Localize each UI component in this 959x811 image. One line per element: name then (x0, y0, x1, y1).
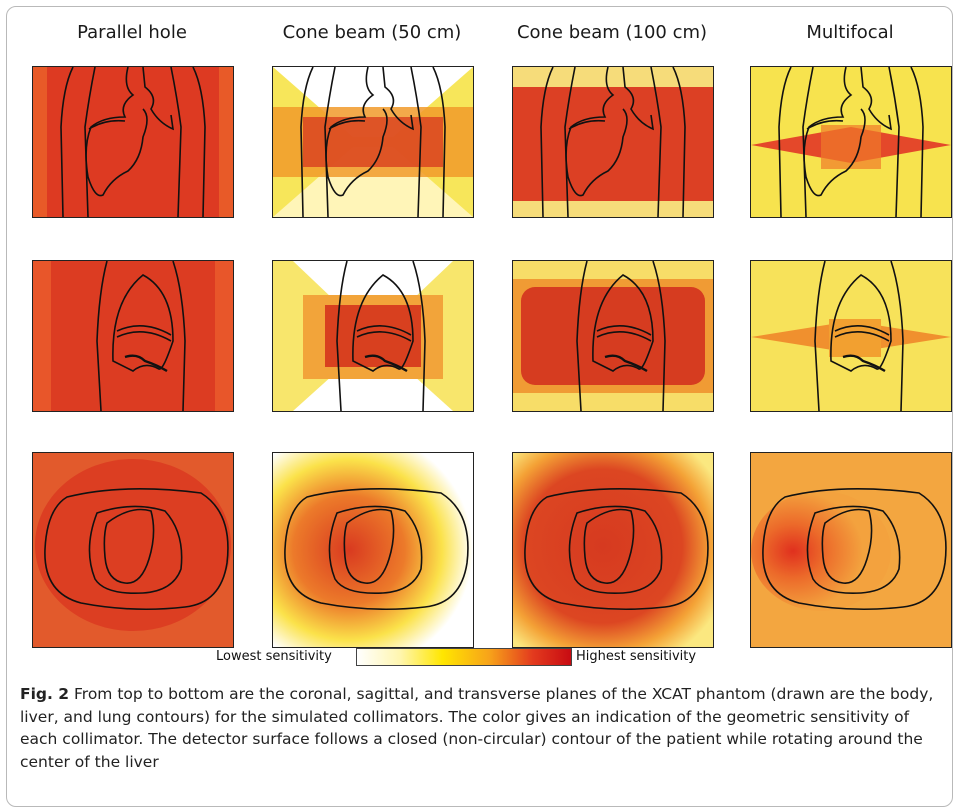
figure-caption: Fig. 2 From top to bottom are the corona… (20, 683, 940, 773)
transverse-cone-beam-100-map (512, 452, 714, 648)
colorbar-low-label: Lowest sensitivity (216, 649, 332, 664)
column-title-parallel-hole: Parallel hole (77, 22, 187, 43)
coronal-cone-beam-100-map (512, 66, 714, 218)
transverse-parallel-hole-map (32, 452, 234, 648)
coronal-multifocal-map (750, 66, 952, 218)
coronal-parallel-hole-map (32, 66, 234, 218)
transverse-cone-beam-50-map (272, 452, 474, 648)
caption-text: From top to bottom are the coronal, sagi… (20, 685, 934, 771)
column-title-cone-beam-50: Cone beam (50 cm) (282, 22, 462, 43)
sagittal-cone-beam-100-map (512, 260, 714, 412)
sagittal-cone-beam-50-map (272, 260, 474, 412)
coronal-cone-beam-50-map (272, 66, 474, 218)
sagittal-multifocal-map (750, 260, 952, 412)
colorbar-high-label: Highest sensitivity (576, 649, 697, 664)
sagittal-parallel-hole-map (32, 260, 234, 412)
transverse-multifocal-map (750, 452, 952, 648)
caption-label: Fig. 2 (20, 685, 70, 703)
column-title-multifocal: Multifocal (806, 22, 894, 43)
colorbar (356, 648, 572, 666)
column-title-cone-beam-100: Cone beam (100 cm) (516, 22, 708, 43)
